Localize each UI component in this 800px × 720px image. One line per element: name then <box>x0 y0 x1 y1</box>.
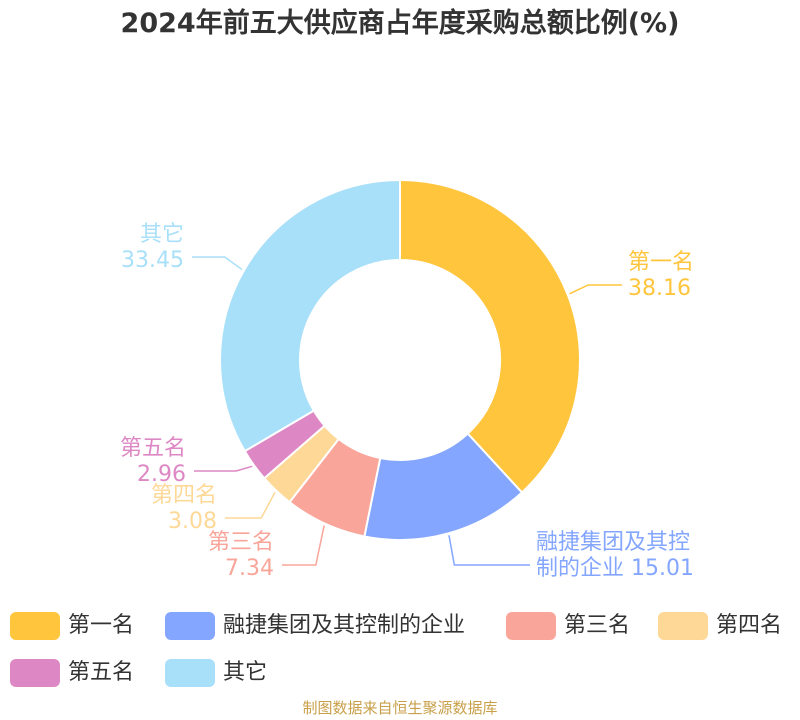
slice-1[interactable] <box>399 178 581 494</box>
legend-swatch <box>506 612 556 640</box>
legend-swatch <box>10 612 60 640</box>
data-label-4: 第四名 3.08 <box>151 483 217 534</box>
legend-item-5[interactable]: 第五名 <box>10 659 134 687</box>
legend-item-6[interactable]: 其它 <box>165 659 267 687</box>
data-label-5: 第五名 2.96 <box>120 436 186 487</box>
source-note: 制图数据来自恒生聚源数据库 <box>302 699 498 717</box>
legend-swatch <box>165 659 215 687</box>
legend-item-3[interactable]: 第三名 <box>506 612 630 640</box>
legend-swatch <box>10 659 60 687</box>
data-label-2: 融捷集团及其控制的企业 15.01 <box>536 530 694 581</box>
leader-line-5 <box>194 465 253 472</box>
leader-line-3 <box>282 525 325 566</box>
legend-label: 其它 <box>223 660 268 685</box>
legend-swatch <box>165 612 215 640</box>
leader-line-1 <box>569 284 622 295</box>
legend-item-1[interactable]: 第一名 <box>10 612 134 640</box>
legend-label: 第四名 <box>716 613 783 638</box>
legend-label: 第一名 <box>68 613 135 638</box>
leader-line-6 <box>192 256 243 271</box>
legend-label: 第五名 <box>68 660 135 685</box>
legend-item-4[interactable]: 第四名 <box>658 612 782 640</box>
data-label-6: 其它 33.45 <box>121 222 184 273</box>
chart-title: 2024年前五大供应商占年度采购总额比例(%) <box>120 8 680 39</box>
leader-line-2 <box>448 535 530 566</box>
data-label-1: 第一名 38.16 <box>628 250 694 301</box>
legend-label: 第三名 <box>564 613 631 638</box>
slice-6[interactable] <box>219 178 401 453</box>
data-label-3: 第三名 7.34 <box>208 530 274 581</box>
legend-item-2[interactable]: 融捷集团及其控制的企业 <box>165 612 465 640</box>
legend-label: 融捷集团及其控制的企业 <box>223 613 466 638</box>
legend-swatch <box>658 612 708 640</box>
leader-line-4 <box>225 491 276 519</box>
